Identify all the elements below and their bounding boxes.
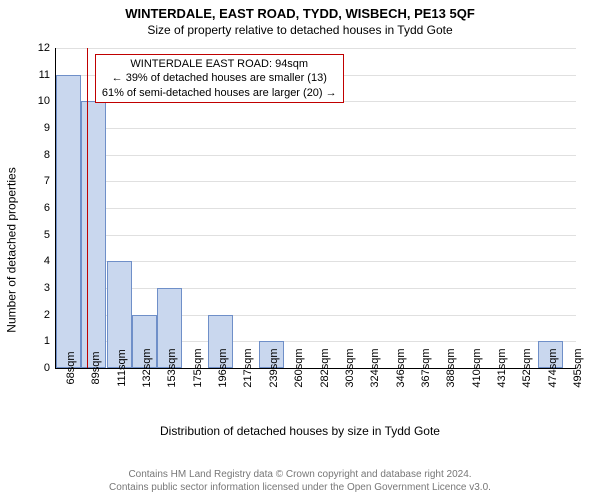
property-info-box: WINTERDALE EAST ROAD: 94sqm← 39% of deta… xyxy=(95,54,344,103)
x-tick-label: 324sqm xyxy=(365,348,381,387)
x-tick-label: 260sqm xyxy=(289,348,305,387)
y-tick-label: 9 xyxy=(44,122,50,134)
x-tick-label: 153sqm xyxy=(162,348,178,387)
info-line-2: ← 39% of detached houses are smaller (13… xyxy=(102,71,337,85)
x-tick-label: 217sqm xyxy=(238,348,254,387)
y-tick-label: 4 xyxy=(44,255,50,267)
x-tick-label: 388sqm xyxy=(441,348,457,387)
x-tick-label: 303sqm xyxy=(340,348,356,387)
x-tick-label: 175sqm xyxy=(188,348,204,387)
footer-attribution: Contains HM Land Registry data © Crown c… xyxy=(0,469,600,494)
x-tick-label: 474sqm xyxy=(543,348,559,387)
property-marker-line xyxy=(87,48,88,368)
y-tick-label: 10 xyxy=(38,95,50,107)
x-tick-label: 431sqm xyxy=(492,348,508,387)
x-tick-label: 495sqm xyxy=(568,348,584,387)
y-tick-label: 8 xyxy=(44,149,50,161)
page-title: WINTERDALE, EAST ROAD, TYDD, WISBECH, PE… xyxy=(0,0,600,21)
x-tick-label: 346sqm xyxy=(391,348,407,387)
y-tick-label: 12 xyxy=(38,42,50,54)
y-tick-label: 1 xyxy=(44,335,50,347)
y-tick-label: 3 xyxy=(44,282,50,294)
x-tick-label: 68sqm xyxy=(61,351,77,384)
x-tick-label: 410sqm xyxy=(467,348,483,387)
gridline xyxy=(56,181,576,182)
y-tick-label: 2 xyxy=(44,309,50,321)
gridline xyxy=(56,235,576,236)
histogram-bar xyxy=(81,101,106,368)
gridline xyxy=(56,128,576,129)
gridline xyxy=(56,288,576,289)
x-tick-label: 196sqm xyxy=(213,348,229,387)
gridline xyxy=(56,208,576,209)
footer-line-1: Contains HM Land Registry data © Crown c… xyxy=(0,469,600,482)
x-tick-label: 282sqm xyxy=(315,348,331,387)
gridline xyxy=(56,48,576,49)
x-tick-label: 132sqm xyxy=(137,348,153,387)
x-axis-label: Distribution of detached houses by size … xyxy=(0,424,600,438)
histogram-bar xyxy=(56,75,81,368)
gridline xyxy=(56,155,576,156)
gridline xyxy=(56,261,576,262)
y-axis-label: Number of detached properties xyxy=(5,167,19,332)
x-tick-label: 367sqm xyxy=(416,348,432,387)
page-subtitle: Size of property relative to detached ho… xyxy=(0,21,600,37)
y-tick-label: 6 xyxy=(44,202,50,214)
y-tick-label: 0 xyxy=(44,362,50,374)
y-tick-label: 7 xyxy=(44,175,50,187)
x-tick-label: 239sqm xyxy=(264,348,280,387)
info-line-3: 61% of semi-detached houses are larger (… xyxy=(102,86,337,100)
y-tick-label: 5 xyxy=(44,229,50,241)
x-tick-label: 89sqm xyxy=(86,351,102,384)
info-line-1: WINTERDALE EAST ROAD: 94sqm xyxy=(102,57,337,71)
footer-line-2: Contains public sector information licen… xyxy=(0,482,600,495)
y-tick-label: 11 xyxy=(39,69,50,81)
x-tick-label: 452sqm xyxy=(517,348,533,387)
x-tick-label: 111sqm xyxy=(112,349,128,387)
chart-plot-area: 012345678910111268sqm89sqm111sqm132sqm15… xyxy=(55,48,576,369)
